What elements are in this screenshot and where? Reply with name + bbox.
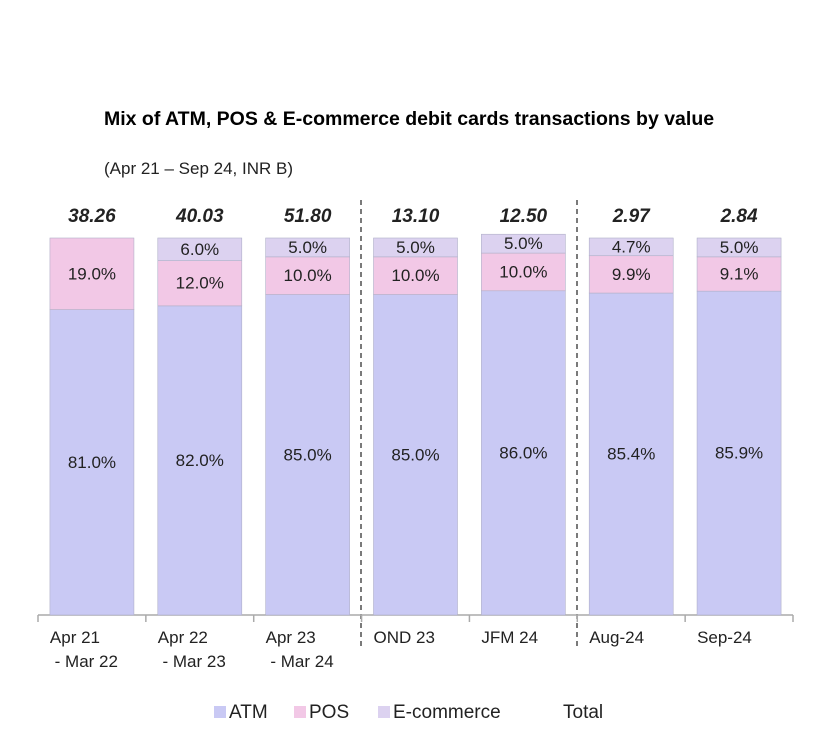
data-label: 85.0% (391, 445, 439, 464)
data-label: 5.0% (720, 238, 759, 257)
x-tick-label: Apr 23 - Mar 24 (265, 628, 334, 671)
total-label: 51.80 (284, 206, 332, 227)
data-label: 82.0% (176, 451, 224, 470)
legend-swatch (548, 706, 560, 718)
total-label: 2.84 (720, 206, 758, 227)
data-label: 19.0% (68, 264, 116, 283)
bar-segment (157, 237, 243, 261)
x-tick-label: OND 23 (373, 628, 435, 647)
data-label: 9.1% (720, 264, 759, 283)
bar-segment (373, 294, 458, 616)
bar-segment (481, 290, 566, 616)
bar-segment (696, 237, 782, 258)
total-label: 12.50 (500, 206, 548, 227)
x-tick-label: Apr 22 - Mar 23 (157, 628, 226, 671)
x-tick-label: Apr 21 - Mar 22 (49, 628, 118, 671)
chart-title: Mix of ATM, POS & E-commerce debit cards… (104, 108, 715, 130)
data-label: 85.4% (607, 445, 655, 464)
data-label: 10.0% (391, 266, 439, 285)
data-label: 85.9% (715, 444, 763, 463)
data-label: 4.7% (612, 237, 651, 256)
data-label: 85.0% (284, 445, 332, 464)
bar-segment (265, 294, 350, 616)
data-label: 10.0% (284, 266, 332, 285)
data-label: 9.9% (612, 265, 651, 284)
bar-segment (373, 237, 458, 258)
legend-label: E-commerce (393, 702, 501, 723)
bar-segment (588, 237, 674, 257)
data-label: 5.0% (396, 238, 435, 257)
x-tick-label: JFM 24 (481, 628, 539, 647)
chart-subtitle: (Apr 21 – Sep 24, INR B) (104, 159, 293, 178)
bar-segment (481, 233, 566, 254)
bar-segment (481, 252, 566, 292)
bar-segment (696, 290, 782, 616)
x-tick-label: Aug-24 (589, 628, 645, 647)
data-label: 5.0% (504, 234, 543, 253)
total-label: 2.97 (612, 206, 651, 227)
bar-segment (696, 256, 782, 292)
bar-segment (588, 255, 674, 294)
bar-segment (373, 256, 458, 295)
bar-segment (157, 260, 243, 307)
data-label: 5.0% (288, 238, 327, 257)
data-label: 6.0% (180, 240, 219, 259)
data-label: 12.0% (176, 274, 224, 293)
legend-swatch (294, 706, 306, 718)
total-label: 38.26 (68, 206, 116, 227)
total-label: 40.03 (175, 206, 224, 227)
bar-segment (265, 256, 350, 295)
bar-segment (49, 309, 135, 616)
legend-swatch (214, 706, 226, 718)
x-tick-label: Sep-24 (697, 628, 752, 647)
data-label: 10.0% (499, 262, 547, 281)
total-label: 13.10 (392, 206, 440, 227)
data-label: 81.0% (68, 453, 116, 472)
bar-segment (157, 305, 243, 616)
bar-segment (588, 292, 674, 616)
legend-label: POS (309, 702, 349, 723)
data-label: 86.0% (499, 443, 547, 462)
legend-label: ATM (229, 702, 268, 723)
bar-segment (49, 237, 135, 310)
legend-label: Total (563, 702, 603, 723)
bar-segment (265, 237, 350, 258)
legend-swatch (378, 706, 390, 718)
